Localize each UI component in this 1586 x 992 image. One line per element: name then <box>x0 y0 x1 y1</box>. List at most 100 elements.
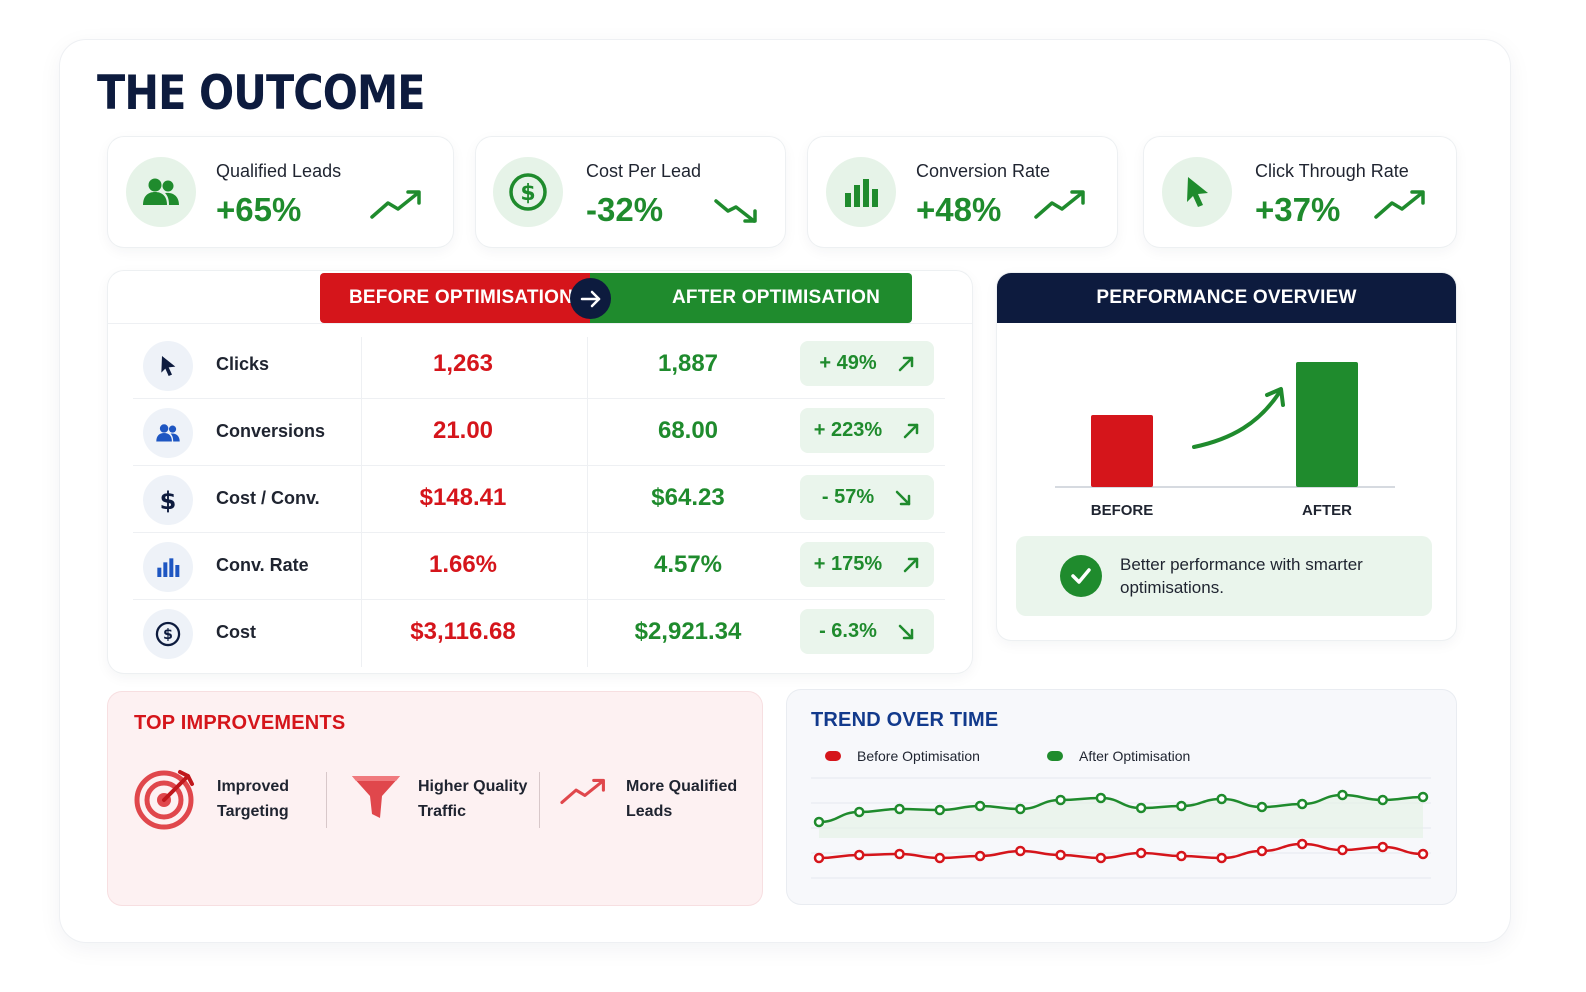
kpi-value: +48% <box>916 191 1002 228</box>
data-point <box>934 852 946 864</box>
users-icon <box>143 408 193 458</box>
kpi-value: +37% <box>1255 191 1341 228</box>
data-point <box>854 849 865 861</box>
svg-text:$: $ <box>520 181 535 206</box>
improvement-line1: More Qualified <box>626 778 738 795</box>
metric-name: Clicks <box>216 354 270 374</box>
legend-swatch-after <box>1047 751 1063 761</box>
change-value: + 223% <box>813 419 883 441</box>
trend-up-icon <box>1034 190 1085 219</box>
kpi-card-conversion-rate: Conversion Rate +48% <box>808 137 1117 247</box>
table-row: Conversions 21.00 68.00 + 223% <box>133 399 945 466</box>
header-divider <box>108 323 972 324</box>
improvement-label: Improved Targeting <box>217 774 347 824</box>
table-row: $ Cost / Conv. $148.41 $64.23 - 57% <box>133 466 945 533</box>
data-point <box>1337 789 1348 801</box>
change-value: - 57% <box>821 486 875 508</box>
data-point <box>894 803 905 815</box>
data-point <box>974 800 986 812</box>
data-point <box>1135 847 1147 859</box>
change-value: - 6.3% <box>819 620 877 642</box>
after-value: 4.57% <box>653 551 723 578</box>
data-point <box>1095 792 1107 804</box>
improvement-label: More Qualified Leads <box>626 774 756 824</box>
row-divider <box>133 599 945 600</box>
improvement-item: More Qualified Leads <box>560 762 750 832</box>
trend-up-icon <box>370 190 421 219</box>
legend-label-before: Before Optimisation <box>857 748 980 764</box>
data-point <box>1296 798 1308 810</box>
trend-line-chart <box>811 777 1431 879</box>
data-point <box>1095 852 1107 864</box>
data-point <box>854 806 865 818</box>
check-circle-icon <box>1060 555 1102 597</box>
svg-text:$: $ <box>163 627 173 643</box>
data-point <box>894 848 905 860</box>
table-row: $ Cost $3,116.68 $2,921.34 - 6.3% <box>133 600 945 667</box>
change-badge: - 57% <box>800 475 934 520</box>
improvement-line2: Traffic <box>418 803 467 820</box>
improvement-divider <box>326 772 327 828</box>
data-point <box>1377 794 1388 806</box>
row-divider <box>133 532 945 533</box>
before-value: 1,263 <box>432 350 494 377</box>
data-point <box>1176 800 1187 812</box>
trend-title: TREND OVER TIME <box>811 709 999 731</box>
trend-down-icon <box>714 199 757 223</box>
data-point <box>974 850 986 862</box>
legend-after: After Optimisation <box>1047 748 1190 764</box>
data-point <box>813 816 825 828</box>
change-value: + 175% <box>813 553 883 575</box>
change-value: + 49% <box>819 352 877 374</box>
bar-label-after: AFTER <box>1302 502 1352 519</box>
bar-after <box>1296 362 1358 487</box>
kpi-label: Conversion Rate <box>916 161 1051 181</box>
data-point <box>1055 794 1066 806</box>
kpi-label: Cost Per Lead <box>586 161 702 181</box>
data-point <box>1256 845 1268 857</box>
growth-arrow-head <box>1265 387 1285 407</box>
users-icon <box>126 157 196 227</box>
data-point <box>1377 841 1388 853</box>
legend-swatch-before <box>825 751 841 761</box>
row-divider <box>133 465 945 466</box>
top-improvements-title: TOP IMPROVEMENTS <box>134 712 346 734</box>
trend-over-time-panel: TREND OVER TIME Before Optimisation Afte… <box>787 690 1456 904</box>
before-value: 1.66% <box>428 551 498 578</box>
after-value: $2,921.34 <box>634 618 742 645</box>
growth-arrow-icon <box>1192 391 1281 449</box>
trend-up-icon <box>1374 190 1425 219</box>
data-point <box>1015 845 1026 857</box>
arrow-up-right-icon <box>903 557 919 572</box>
bar-chart-icon <box>143 542 193 592</box>
data-point <box>934 804 946 816</box>
arrow-down-right-icon <box>898 624 914 639</box>
table-row: Conv. Rate 1.66% 4.57% + 175% <box>133 533 945 600</box>
kpi-label: Qualified Leads <box>216 161 342 181</box>
legend-before: Before Optimisation <box>825 748 980 764</box>
data-point <box>1176 850 1187 862</box>
dollar-icon: $ <box>493 157 563 227</box>
arrow-up-right-icon <box>903 423 919 438</box>
improvement-line1: Improved <box>217 778 290 795</box>
performance-overview-title: PERFORMANCE OVERVIEW <box>997 273 1456 323</box>
metric-name: Cost <box>216 622 256 642</box>
bar-label-before: BEFORE <box>1091 502 1154 519</box>
funnel-icon <box>352 776 400 818</box>
data-point <box>1256 801 1268 813</box>
data-point <box>1055 849 1066 861</box>
change-badge: + 175% <box>800 542 934 587</box>
page-title: THE OUTCOME <box>97 66 426 121</box>
improvement-line1: Higher Quality <box>418 778 528 795</box>
arrow-up-right-icon <box>898 356 913 371</box>
cursor-icon <box>1162 157 1232 227</box>
performance-note-text: Better performance with smarter optimisa… <box>1120 555 1363 597</box>
before-value: $148.41 <box>419 484 507 511</box>
improvement-divider <box>539 772 540 828</box>
after-value: 1,887 <box>657 350 719 377</box>
series-line-after <box>818 793 1424 824</box>
data-point <box>1417 848 1429 860</box>
series-area-after <box>819 795 1423 838</box>
improvement-line2: Targeting <box>217 803 289 820</box>
improvement-line2: Leads <box>626 803 673 820</box>
